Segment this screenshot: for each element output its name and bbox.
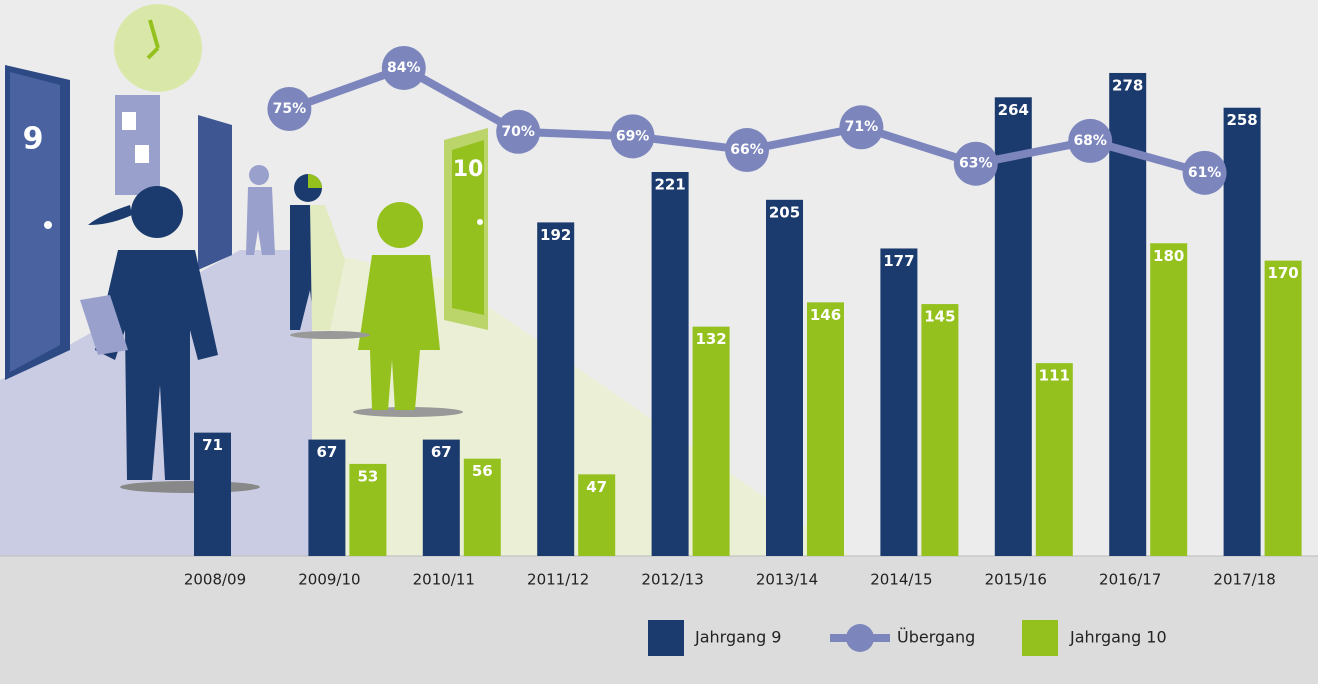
bar <box>921 304 958 556</box>
bar <box>693 327 730 556</box>
legend-swatch <box>1022 620 1058 656</box>
line-value-label: 70% <box>501 124 535 140</box>
x-tick-label: 2015/16 <box>985 571 1047 589</box>
line-value-label: 63% <box>959 156 993 172</box>
bar-value-label: 192 <box>540 226 571 244</box>
svg-text:9: 9 <box>23 122 44 157</box>
page: 9 10 Jahrgang 9 Übergang Jahrgang 10 200… <box>0 0 1318 688</box>
bar-value-label: 180 <box>1153 247 1184 265</box>
bar-value-label: 67 <box>431 443 452 461</box>
chart: 9 10 Jahrgang 9 Übergang Jahrgang 10 200… <box>0 0 1318 684</box>
legend-label: Jahrgang 9 <box>694 628 781 647</box>
bar <box>1036 363 1073 556</box>
x-tick-label: 2010/11 <box>413 571 475 589</box>
bar-value-label: 53 <box>357 467 378 485</box>
legend-swatch <box>648 620 684 656</box>
bar <box>1150 243 1187 556</box>
bar-value-label: 170 <box>1267 264 1298 282</box>
bar-value-label: 145 <box>924 308 955 326</box>
bar-value-label: 278 <box>1112 76 1143 94</box>
x-tick-label: 2013/14 <box>756 571 818 589</box>
x-tick-label: 2009/10 <box>298 571 360 589</box>
bar-value-label: 258 <box>1226 111 1257 129</box>
legend-label: Übergang <box>897 628 975 647</box>
bar-value-label: 71 <box>202 436 223 454</box>
bar <box>652 172 689 556</box>
bar-value-label: 132 <box>695 330 726 348</box>
bar-value-label: 205 <box>769 203 800 221</box>
line-value-label: 68% <box>1073 133 1107 149</box>
bar <box>807 302 844 556</box>
line-value-label: 66% <box>730 142 764 158</box>
bar <box>880 248 917 556</box>
bar-value-label: 67 <box>316 443 337 461</box>
svg-text:10: 10 <box>453 157 484 182</box>
bar-value-label: 221 <box>654 176 685 194</box>
line-value-label: 69% <box>616 128 650 144</box>
bar <box>537 222 574 556</box>
bar <box>1265 261 1302 556</box>
line-value-label: 75% <box>273 101 307 117</box>
bar-value-label: 56 <box>472 462 493 480</box>
x-tick-label: 2012/13 <box>641 571 703 589</box>
line-value-label: 84% <box>387 60 421 76</box>
line-value-label: 61% <box>1188 165 1222 181</box>
bar-value-label: 177 <box>883 252 914 270</box>
line-value-label: 71% <box>845 119 879 135</box>
x-tick-label: 2011/12 <box>527 571 589 589</box>
x-tick-label: 2016/17 <box>1099 571 1161 589</box>
bar <box>766 200 803 556</box>
x-tick-label: 2014/15 <box>870 571 932 589</box>
bar-value-label: 47 <box>586 478 607 496</box>
bar <box>995 97 1032 556</box>
legend-swatch <box>846 624 874 652</box>
x-tick-label: 2008/09 <box>184 571 246 589</box>
x-tick-label: 2017/18 <box>1213 571 1275 589</box>
bar-value-label: 146 <box>810 306 841 324</box>
bar-value-label: 264 <box>998 101 1029 119</box>
legend-label: Jahrgang 10 <box>1069 628 1167 647</box>
bar-value-label: 111 <box>1039 367 1070 385</box>
bar <box>1224 108 1261 556</box>
